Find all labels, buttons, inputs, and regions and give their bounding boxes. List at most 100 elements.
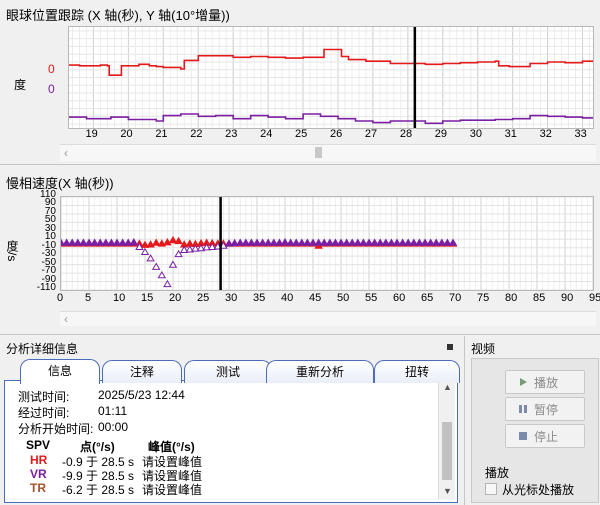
eye-tracking-svg [69,27,593,128]
x-tick-label: 45 [309,292,322,304]
tab-notes[interactable]: 注释 [102,360,182,383]
data-point-purple [157,271,167,279]
velocity-plot[interactable] [60,196,594,291]
data-point-purple [280,238,290,246]
x-tick-label: 40 [281,292,294,304]
video-panel-title: 视频 [471,342,496,356]
data-point-purple [247,238,256,246]
playback-group-label: 播放 [485,466,510,480]
play-button[interactable]: 播放 [505,370,585,394]
eye-tracking-h-zero-label: 0 [48,62,55,76]
x-tick-label: 23 [225,128,238,140]
y-tick-label: 110 [40,189,56,200]
cursor-play-label[interactable]: 从光标处播放 [502,483,575,497]
data-point-purple [202,243,211,251]
analysis-vertical-scrollbar[interactable]: ▲ ▼ [438,382,455,499]
data-point-purple [191,244,200,252]
tab-torsion[interactable]: 扭转 [374,360,460,383]
data-point-purple [331,238,340,246]
data-point-purple [90,238,99,246]
pause-icon [519,405,527,413]
scroll-left-icon[interactable]: ‹ [64,312,68,326]
spv-row-vr-peak[interactable]: 请设置峰值 [142,469,203,483]
x-tick-label: 85 [533,292,546,304]
data-point-purple [62,238,71,246]
data-point-purple [431,238,441,246]
play-icon [520,378,527,386]
data-point-red [168,235,178,244]
data-point-purple [230,238,239,247]
eye-tracking-plot[interactable] [68,26,594,129]
spv-row-hr-peak[interactable]: 请设置峰值 [142,455,203,469]
scroll-left-icon[interactable]: ‹ [64,146,68,160]
x-tick-label: 33 [574,128,587,140]
x-tick-label: 25 [197,292,210,304]
data-point-purple [269,238,279,246]
data-point-purple [297,238,307,246]
data-point-purple [409,238,419,246]
analysis-content-border [4,380,458,503]
data-point-purple [224,239,234,247]
test-time-label: 测试时间: [18,390,70,404]
data-point-purple [135,242,144,250]
velocity-y-ticks: 110 90 70 50 30 10 -10 -30 -50 -70 -90 -110 [20,189,58,300]
analysis-panel: 分析详细信息 信息 注释 测试 重新分析 扭转 测试时间: 2025/5/23 … [0,336,462,505]
x-tick-label: 35 [253,292,266,304]
data-point-purple [308,238,318,246]
velocity-x-ticks: 0 5 10 15 20 25 30 35 40 45 50 55 60 65 70 75 80 85 90 95 [57,292,600,306]
data-point-purple [387,238,396,246]
stop-button[interactable]: 停止 [505,424,585,448]
data-point-purple [146,254,155,262]
pin-icon[interactable] [447,344,453,350]
y-tick-label: -90 [41,273,56,285]
data-point-red [151,238,161,246]
data-point-purple [73,238,83,246]
x-tick-label: 28 [399,128,413,140]
data-point-purple [347,238,357,246]
spv-row-tr-peak[interactable]: 请设置峰值 [142,483,203,497]
pause-button[interactable]: 暂停 [505,397,585,421]
scroll-thumb[interactable] [442,422,452,480]
data-point-purple [174,249,183,258]
eye-tracking-y-axis-label: 度 [14,78,27,92]
start-label: 分析开始时间: [18,422,94,436]
test-time-value: 2025/5/23 12:44 [98,388,185,402]
elapsed-label: 经过时间: [18,406,70,420]
velocity-title: 慢相速度(X 轴(秒)) [6,176,114,191]
spv-row-tr-name: TR [30,481,46,495]
series-line-vertical [69,113,593,125]
bottom-separator [0,334,600,335]
scroll-up-icon[interactable]: ▲ [443,382,452,392]
data-point-purple [263,238,273,246]
y-tick-label: -110 [36,282,56,293]
x-tick-label: 65 [421,292,434,304]
data-point-purple [118,238,127,246]
spv-row-hr-point: -0.9 于 28.5 s [62,455,135,469]
analysis-panel-title: 分析详细信息 [6,342,79,356]
x-tick-label: 60 [393,292,406,304]
data-point-purple [123,238,133,246]
x-tick-label: 80 [505,292,518,304]
data-point-purple [364,238,374,246]
data-point-purple [107,238,116,246]
eye-tracking-x-ticks: 19 20 21 22 23 24 25 26 27 28 29 30 31 32 33 [68,128,592,142]
data-point-purple [403,238,413,246]
tab-info[interactable]: 信息 [20,359,100,384]
cursor-play-checkbox[interactable] [485,483,497,495]
spv-header-point: 点(°/s) [80,440,115,454]
tab-reanalyze[interactable]: 重新分析 [266,360,374,383]
scroll-down-icon[interactable]: ▼ [443,486,452,496]
data-point-red [163,238,172,246]
stop-label: 停止 [534,429,559,444]
eye-tracking-scrollbar[interactable]: ‹ [60,144,596,161]
tab-test[interactable]: 测试 [184,360,272,383]
scroll-thumb[interactable] [315,147,322,158]
data-point-purple [359,238,368,246]
x-tick-label: 30 [469,128,482,140]
data-point-purple [179,245,189,253]
spv-row-hr-name: HR [30,453,48,467]
y-tick-label: -50 [41,256,56,268]
velocity-scrollbar[interactable]: ‹ [60,311,596,326]
elapsed-value: 01:11 [98,404,128,418]
spv-row-vr-name: VR [30,467,47,481]
